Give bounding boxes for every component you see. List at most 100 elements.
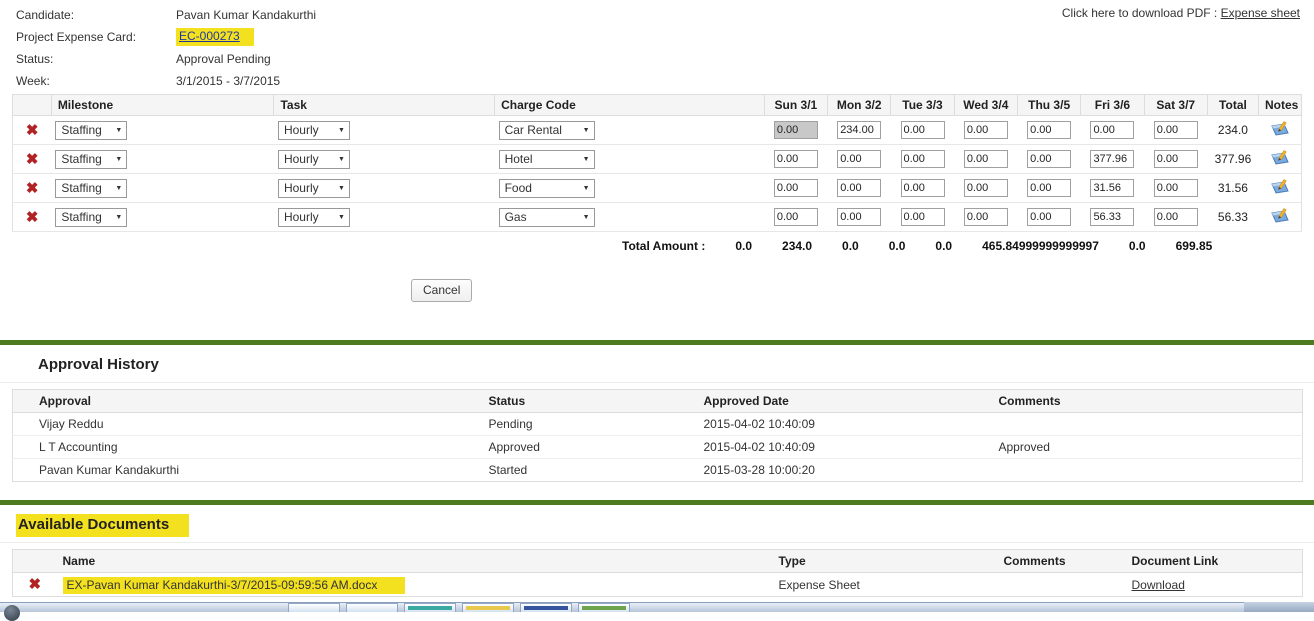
day-input-thu[interactable] <box>1027 208 1072 226</box>
milestone-select-value: Staffing <box>61 123 102 137</box>
milestone-select[interactable]: Staffing ▼ <box>55 120 128 140</box>
candidate-label: Candidate: <box>16 8 75 22</box>
week-label: Week: <box>16 74 50 88</box>
cancel-button[interactable]: Cancel <box>411 279 473 302</box>
day-input-wed[interactable] <box>963 179 1008 197</box>
day-input-tue[interactable] <box>900 179 945 197</box>
charge-code-select-value: Gas <box>504 210 527 224</box>
day-input-mon[interactable] <box>837 121 882 139</box>
day-input-wed[interactable] <box>963 150 1008 168</box>
col-wed: Wed 3/4 <box>954 94 1018 116</box>
notes-icon[interactable] <box>1270 149 1290 166</box>
day-input-thu[interactable] <box>1027 121 1072 139</box>
charge-code-select[interactable]: Hotel ▼ <box>498 149 595 169</box>
task-select[interactable]: Hourly ▼ <box>277 178 350 198</box>
day-input-sun[interactable] <box>773 150 818 168</box>
delete-document-icon[interactable]: ✖ <box>28 576 42 593</box>
expense-card-row: Project Expense Card: EC-000273 <box>16 26 1302 48</box>
day-input-sat[interactable] <box>1153 179 1198 197</box>
milestone-select[interactable]: Staffing ▼ <box>55 178 128 198</box>
day-input-fri[interactable] <box>1090 208 1135 226</box>
chevron-down-icon: ▼ <box>582 213 590 221</box>
start-button-icon[interactable] <box>4 605 20 621</box>
day-input-sun[interactable] <box>773 179 818 197</box>
task-select[interactable]: Hourly ▼ <box>277 207 350 227</box>
col-fri: Fri 3/6 <box>1080 94 1145 116</box>
milestone-select-value: Staffing <box>61 152 102 166</box>
row-total: 56.33 <box>1207 202 1259 232</box>
approver-name: Vijay Reddu <box>12 412 483 436</box>
day-input-wed[interactable] <box>963 208 1008 226</box>
chevron-down-icon: ▼ <box>115 184 123 192</box>
week-value: 3/1/2015 - 3/7/2015 <box>176 74 281 88</box>
day-input-mon[interactable] <box>837 150 882 168</box>
chevron-down-icon: ▼ <box>582 126 590 134</box>
taskbar-window-button[interactable] <box>462 603 514 612</box>
approval-date: 2015-04-02 10:40:09 <box>697 435 993 459</box>
day-input-mon[interactable] <box>837 179 882 197</box>
day-input-thu[interactable] <box>1027 150 1072 168</box>
download-link[interactable]: Download <box>1131 577 1185 592</box>
candidate-value: Pavan Kumar Kandakurthi <box>176 8 317 22</box>
total-thu: 0.0 <box>935 239 953 253</box>
taskbar-window-button[interactable] <box>520 603 572 612</box>
total-mon: 234.0 <box>782 239 813 253</box>
available-documents-heading: Available Documents <box>0 505 1314 543</box>
row-total: 234.0 <box>1207 115 1259 145</box>
day-input-fri[interactable] <box>1090 150 1135 168</box>
day-input-sat[interactable] <box>1153 208 1198 226</box>
taskbar-window-button[interactable] <box>578 603 630 612</box>
day-input-tue[interactable] <box>900 150 945 168</box>
task-select[interactable]: Hourly ▼ <box>277 120 350 140</box>
expense-row: ✖ Staffing ▼ Hourly ▼ Food ▼ 31.56 <box>12 173 1303 203</box>
col-thu: Thu 3/5 <box>1017 94 1082 116</box>
chevron-down-icon: ▼ <box>582 155 590 163</box>
day-input-sun[interactable] <box>773 208 818 226</box>
row-total: 377.96 <box>1207 144 1259 174</box>
download-pdf-text: Click here to download PDF : <box>1061 6 1218 20</box>
notes-icon[interactable] <box>1270 120 1290 137</box>
day-input-wed[interactable] <box>963 121 1008 139</box>
col-charge-code: Charge Code <box>494 94 765 116</box>
milestone-select[interactable]: Staffing ▼ <box>55 149 128 169</box>
charge-code-select[interactable]: Food ▼ <box>498 178 595 198</box>
day-input-sat[interactable] <box>1153 121 1198 139</box>
delete-row-icon[interactable]: ✖ <box>25 150 39 168</box>
day-input-fri[interactable] <box>1090 179 1135 197</box>
day-input-sun[interactable] <box>773 121 818 139</box>
charge-code-select[interactable]: Car Rental ▼ <box>498 120 595 140</box>
approval-status: Approved <box>482 435 698 459</box>
expense-card-highlight: EC-000273 <box>176 28 254 46</box>
approval-comments <box>993 459 1303 482</box>
day-input-thu[interactable] <box>1027 179 1072 197</box>
col-delete <box>12 94 52 116</box>
delete-row-icon[interactable]: ✖ <box>25 121 39 139</box>
delete-row-icon[interactable]: ✖ <box>25 208 39 226</box>
day-input-tue[interactable] <box>900 208 945 226</box>
approval-row: L T Accounting Approved 2015-04-02 10:40… <box>12 435 1303 459</box>
notes-icon[interactable] <box>1270 207 1290 224</box>
expense-sheet-link[interactable]: Expense sheet <box>1220 6 1300 20</box>
day-input-fri[interactable] <box>1090 121 1135 139</box>
task-select[interactable]: Hourly ▼ <box>277 149 350 169</box>
taskbar-window-button[interactable] <box>288 603 340 612</box>
taskbar-buttons <box>288 603 630 612</box>
approver-name: L T Accounting <box>12 435 483 459</box>
expense-card-link[interactable]: EC-000273 <box>179 29 240 43</box>
task-select-value: Hourly <box>283 123 319 137</box>
day-input-mon[interactable] <box>837 208 882 226</box>
expense-grid-header: Milestone Task Charge Code Sun 3/1 Mon 3… <box>12 94 1303 116</box>
chevron-down-icon: ▼ <box>338 126 345 134</box>
delete-row-icon[interactable]: ✖ <box>25 179 39 197</box>
day-input-tue[interactable] <box>900 121 945 139</box>
col-approval: Approval <box>12 389 483 413</box>
notes-icon[interactable] <box>1270 178 1290 195</box>
milestone-select[interactable]: Staffing ▼ <box>55 207 128 227</box>
approval-history-title: Approval History <box>0 345 1314 383</box>
charge-code-select[interactable]: Gas ▼ <box>498 207 595 227</box>
available-documents-table: Name Type Comments Document Link ✖ EX-Pa… <box>12 549 1303 597</box>
taskbar-window-button[interactable] <box>404 603 456 612</box>
day-input-sat[interactable] <box>1153 150 1198 168</box>
taskbar-window-button[interactable] <box>346 603 398 612</box>
charge-code-select-value: Hotel <box>504 152 533 166</box>
